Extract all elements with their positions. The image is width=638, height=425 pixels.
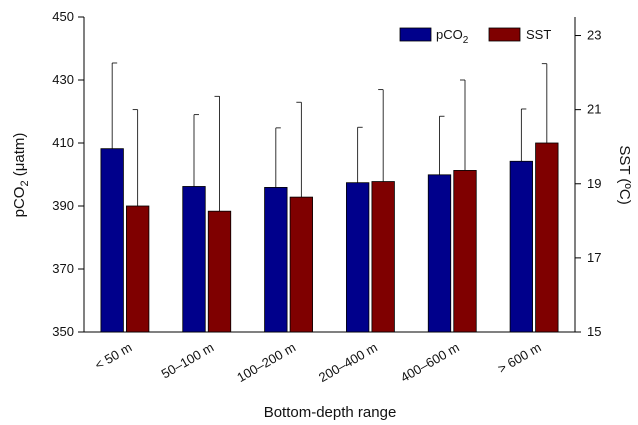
x-tick-label: < 50 m bbox=[92, 340, 134, 373]
x-axis-title: Bottom-depth range bbox=[264, 404, 397, 421]
bar-pco2-2 bbox=[264, 187, 288, 333]
y-left-axis-title: pCO2 (μatm) bbox=[11, 133, 31, 218]
y-right-tick-label: 21 bbox=[587, 102, 601, 117]
bar-sst-5 bbox=[535, 142, 559, 333]
y-left-tick-label: 430 bbox=[52, 72, 74, 87]
legend-label-pco2: pCO2 bbox=[436, 27, 469, 46]
bar-sst-1 bbox=[207, 210, 232, 333]
bar-pco2-1 bbox=[182, 186, 206, 333]
y-left-tick-label: 450 bbox=[52, 9, 74, 24]
y-left-tick-label: 410 bbox=[52, 135, 74, 150]
y-left-tick-label: 350 bbox=[52, 324, 74, 339]
bar-pco2-3 bbox=[346, 182, 370, 333]
bar-sst-4 bbox=[453, 170, 477, 333]
bar-sst-0 bbox=[126, 205, 150, 333]
x-tick-label: 50–100 m bbox=[159, 340, 217, 382]
bar-pco2-4 bbox=[427, 174, 452, 333]
bar-pco2-5 bbox=[509, 160, 533, 333]
x-tick-label: > 600 m bbox=[495, 340, 544, 377]
y-left-tick-label: 370 bbox=[52, 261, 74, 276]
plot-area: 350 370 390 410 430 450 15 17 19 21 23 < 50 m 50–100… bbox=[52, 9, 601, 385]
x-tick-label: 200–400 m bbox=[316, 340, 380, 386]
legend-swatch-sst bbox=[488, 27, 521, 42]
bar-sst-3 bbox=[371, 181, 395, 333]
legend-label-sst: SST bbox=[526, 27, 551, 42]
x-tick-label: 100–200 m bbox=[234, 340, 298, 386]
legend-swatch-pco2 bbox=[399, 27, 432, 42]
bar-sst-2 bbox=[289, 196, 313, 333]
y-left-tick-label: 390 bbox=[52, 198, 74, 213]
legend: pCO2 SST bbox=[399, 27, 551, 46]
y-right-tick-label: 23 bbox=[587, 28, 601, 43]
y-right-tick-label: 15 bbox=[587, 324, 601, 339]
x-tick-label: 400–600 m bbox=[398, 340, 462, 386]
bar-pco2-0 bbox=[100, 148, 124, 333]
y-right-tick-label: 19 bbox=[587, 176, 601, 191]
y-right-tick-label: 17 bbox=[587, 250, 601, 265]
y-right-axis-title: SST (ºC) bbox=[616, 145, 633, 204]
